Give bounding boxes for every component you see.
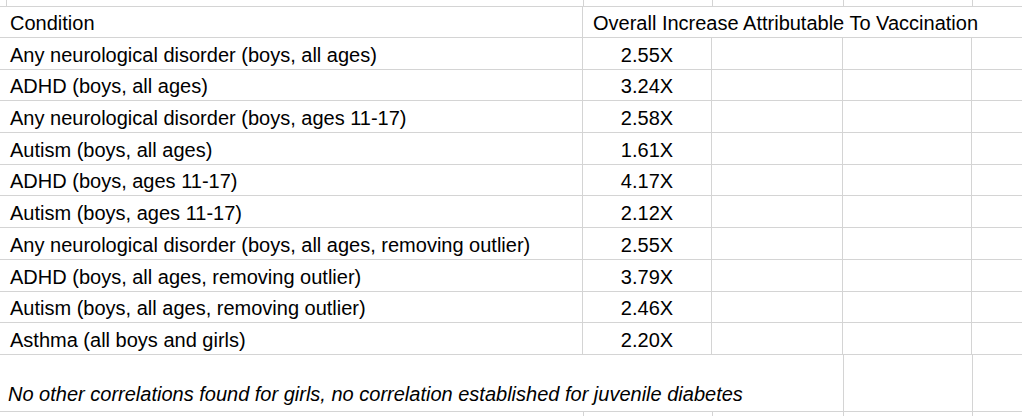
condition-cell[interactable]: Any neurological disorder (boys, all age…: [0, 38, 583, 69]
empty-cell[interactable]: [843, 101, 972, 132]
empty-cell[interactable]: [972, 165, 1022, 195]
value-cell[interactable]: 2.46X: [583, 292, 712, 322]
value-cell[interactable]: 4.17X: [583, 165, 712, 195]
table-row: Autism (boys, ages 11-17) 2.12X: [0, 196, 1022, 228]
empty-cell[interactable]: [843, 38, 972, 69]
empty-cell[interactable]: [712, 196, 843, 227]
empty-cell[interactable]: [972, 70, 1022, 100]
value-cell[interactable]: 1.61X: [583, 133, 712, 164]
condition-cell[interactable]: Any neurological disorder (boys, ages 11…: [0, 101, 583, 132]
gridline-tick: [6, 0, 7, 7]
header-overall-increase-cell[interactable]: Overall Increase Attributable To Vaccina…: [593, 7, 978, 37]
empty-cell[interactable]: [712, 101, 843, 132]
empty-cell[interactable]: [972, 292, 1022, 322]
empty-cell[interactable]: [843, 292, 972, 322]
empty-cell[interactable]: [712, 38, 843, 69]
gridline: [843, 355, 844, 412]
table-row: ADHD (boys, ages 11-17) 4.17X: [0, 165, 1022, 196]
empty-cell[interactable]: [843, 133, 972, 164]
empty-cell[interactable]: [972, 228, 1022, 259]
table-row: Autism (boys, all ages) 1.61X: [0, 133, 1022, 165]
condition-cell[interactable]: Asthma (all boys and girls): [0, 323, 583, 354]
value-cell[interactable]: 3.24X: [583, 70, 712, 100]
gridline: [972, 355, 973, 412]
empty-cell[interactable]: [843, 196, 972, 227]
empty-cell[interactable]: [843, 70, 972, 100]
condition-cell[interactable]: Any neurological disorder (boys, all age…: [0, 228, 583, 259]
table-row: Autism (boys, all ages, removing outlier…: [0, 292, 1022, 323]
empty-cell[interactable]: [712, 323, 843, 354]
empty-cell[interactable]: [972, 133, 1022, 164]
empty-cell[interactable]: [972, 196, 1022, 227]
table-body: Any neurological disorder (boys, all age…: [0, 38, 1022, 355]
table-row: ADHD (boys, all ages) 3.24X: [0, 70, 1022, 101]
table-row: Any neurological disorder (boys, all age…: [0, 38, 1022, 70]
table-row: Asthma (all boys and girls) 2.20X: [0, 323, 1022, 355]
condition-cell[interactable]: ADHD (boys, all ages, removing outlier): [0, 260, 583, 291]
empty-cell[interactable]: [972, 38, 1022, 69]
footnote-row: No other correlations found for girls, n…: [0, 355, 1022, 412]
gridline-tick: [583, 412, 584, 416]
gridline-tick: [583, 0, 584, 7]
table-row: Any neurological disorder (boys, ages 11…: [0, 101, 1022, 133]
empty-cell[interactable]: [843, 228, 972, 259]
empty-cell[interactable]: [843, 323, 972, 354]
empty-cell[interactable]: [972, 323, 1022, 354]
partial-row-bottom: [0, 412, 1022, 416]
header-condition-cell[interactable]: Condition: [0, 7, 583, 37]
empty-cell[interactable]: [712, 260, 843, 291]
condition-cell[interactable]: Autism (boys, all ages, removing outlier…: [0, 292, 583, 322]
empty-cell[interactable]: [972, 101, 1022, 132]
footnote-cell[interactable]: No other correlations found for girls, n…: [8, 382, 743, 406]
empty-cell[interactable]: [712, 292, 843, 322]
gridline-tick: [843, 412, 844, 416]
condition-cell[interactable]: Autism (boys, all ages): [0, 133, 583, 164]
gridline-tick: [712, 412, 713, 416]
gridline-tick: [712, 0, 713, 7]
gridline-tick: [972, 0, 973, 7]
value-cell[interactable]: 2.20X: [583, 323, 712, 354]
condition-cell[interactable]: ADHD (boys, all ages): [0, 70, 583, 100]
value-cell[interactable]: 2.55X: [583, 38, 712, 69]
empty-cell[interactable]: [843, 165, 972, 195]
gridline-tick: [972, 412, 973, 416]
value-cell[interactable]: 2.58X: [583, 101, 712, 132]
spreadsheet: Condition Overall Increase Attributable …: [0, 0, 1022, 416]
header-row: Condition Overall Increase Attributable …: [0, 7, 1022, 38]
value-cell[interactable]: 3.79X: [583, 260, 712, 291]
empty-cell[interactable]: [712, 133, 843, 164]
value-cell[interactable]: 2.55X: [583, 228, 712, 259]
empty-cell[interactable]: [712, 165, 843, 195]
gridline-tick: [843, 0, 844, 7]
condition-cell[interactable]: Autism (boys, ages 11-17): [0, 196, 583, 227]
empty-cell[interactable]: [843, 260, 972, 291]
table-row: ADHD (boys, all ages, removing outlier) …: [0, 260, 1022, 292]
empty-cell[interactable]: [712, 70, 843, 100]
empty-cell[interactable]: [712, 228, 843, 259]
empty-cell[interactable]: [972, 260, 1022, 291]
condition-cell[interactable]: ADHD (boys, ages 11-17): [0, 165, 583, 195]
table-row: Any neurological disorder (boys, all age…: [0, 228, 1022, 260]
partial-row-top: [0, 0, 1022, 7]
value-cell[interactable]: 2.12X: [583, 196, 712, 227]
